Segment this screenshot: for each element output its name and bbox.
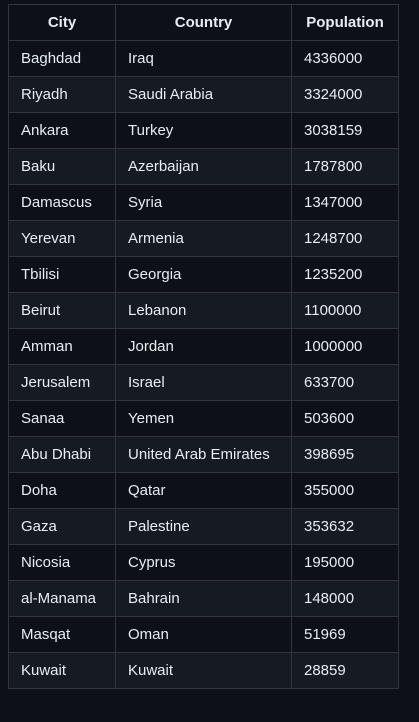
table-container: City Country Population Baghdad Iraq 43360… — [8, 4, 399, 689]
cell-population: 1787800 — [291, 148, 399, 185]
cell-country: Cyprus — [115, 544, 292, 581]
cell-country: Bahrain — [115, 580, 292, 617]
cell-country: Iraq — [115, 40, 292, 77]
table-row: Masqat Oman 51969 — [8, 616, 399, 653]
cell-population: 195000 — [291, 544, 399, 581]
cell-city: Abu Dhabi — [8, 436, 116, 473]
table-row: Sanaa Yemen 503600 — [8, 400, 399, 437]
table-row: Abu Dhabi United Arab Emirates 398695 — [8, 436, 399, 473]
cell-population: 355000 — [291, 472, 399, 509]
table-row: Damascus Syria 1347000 — [8, 184, 399, 221]
cell-population: 1235200 — [291, 256, 399, 293]
table-row: Riyadh Saudi Arabia 3324000 — [8, 76, 399, 113]
cell-population: 1347000 — [291, 184, 399, 221]
cell-population: 3038159 — [291, 112, 399, 149]
table-body: Baghdad Iraq 4336000 Riyadh Saudi Arabia 3324… — [8, 40, 399, 689]
cell-city: Jerusalem — [8, 364, 116, 401]
cell-city: Nicosia — [8, 544, 116, 581]
cell-city: Beirut — [8, 292, 116, 329]
table-row: Amman Jordan 1000000 — [8, 328, 399, 365]
table-row: Beirut Lebanon 1100000 — [8, 292, 399, 329]
header-country: Country — [115, 4, 292, 41]
cell-population: 1100000 — [291, 292, 399, 329]
cell-country: Turkey — [115, 112, 292, 149]
table-header: City Country Population — [8, 4, 399, 41]
cell-population: 148000 — [291, 580, 399, 617]
cell-city: al-Manama — [8, 580, 116, 617]
cell-city: Masqat — [8, 616, 116, 653]
cell-population: 4336000 — [291, 40, 399, 77]
cell-city: Gaza — [8, 508, 116, 545]
header-city: City — [8, 4, 116, 41]
cell-country: Azerbaijan — [115, 148, 292, 185]
cell-country: Oman — [115, 616, 292, 653]
cell-population: 353632 — [291, 508, 399, 545]
cell-population: 398695 — [291, 436, 399, 473]
cell-population: 1000000 — [291, 328, 399, 365]
cell-country: United Arab Emirates — [115, 436, 292, 473]
table-row: Kuwait Kuwait 28859 — [8, 652, 399, 689]
cell-country: Syria — [115, 184, 292, 221]
cell-city: Baghdad — [8, 40, 116, 77]
cell-city: Kuwait — [8, 652, 116, 689]
cell-country: Israel — [115, 364, 292, 401]
table-row: Jerusalem Israel 633700 — [8, 364, 399, 401]
cell-city: Ankara — [8, 112, 116, 149]
header-row: City Country Population — [8, 4, 399, 41]
cell-population: 1248700 — [291, 220, 399, 257]
cell-country: Yemen — [115, 400, 292, 437]
table-row: Baku Azerbaijan 1787800 — [8, 148, 399, 185]
table-row: Gaza Palestine 353632 — [8, 508, 399, 545]
cell-country: Jordan — [115, 328, 292, 365]
cell-city: Baku — [8, 148, 116, 185]
table-row: Baghdad Iraq 4336000 — [8, 40, 399, 77]
table-row: Nicosia Cyprus 195000 — [8, 544, 399, 581]
cell-city: Sanaa — [8, 400, 116, 437]
cell-city: Tbilisi — [8, 256, 116, 293]
cell-population: 633700 — [291, 364, 399, 401]
table-row: Tbilisi Georgia 1235200 — [8, 256, 399, 293]
cell-country: Kuwait — [115, 652, 292, 689]
cell-population: 51969 — [291, 616, 399, 653]
cell-country: Armenia — [115, 220, 292, 257]
table-row: Yerevan Armenia 1248700 — [8, 220, 399, 257]
city-population-table: City Country Population Baghdad Iraq 43360… — [8, 4, 399, 689]
table-row: Ankara Turkey 3038159 — [8, 112, 399, 149]
cell-city: Amman — [8, 328, 116, 365]
header-population: Population — [291, 4, 399, 41]
cell-country: Georgia — [115, 256, 292, 293]
cell-country: Lebanon — [115, 292, 292, 329]
table-row: Doha Qatar 355000 — [8, 472, 399, 509]
cell-city: Damascus — [8, 184, 116, 221]
cell-city: Yerevan — [8, 220, 116, 257]
cell-country: Palestine — [115, 508, 292, 545]
cell-country: Saudi Arabia — [115, 76, 292, 113]
table-row: al-Manama Bahrain 148000 — [8, 580, 399, 617]
cell-city: Riyadh — [8, 76, 116, 113]
cell-country: Qatar — [115, 472, 292, 509]
cell-population: 3324000 — [291, 76, 399, 113]
cell-city: Doha — [8, 472, 116, 509]
cell-population: 503600 — [291, 400, 399, 437]
cell-population: 28859 — [291, 652, 399, 689]
